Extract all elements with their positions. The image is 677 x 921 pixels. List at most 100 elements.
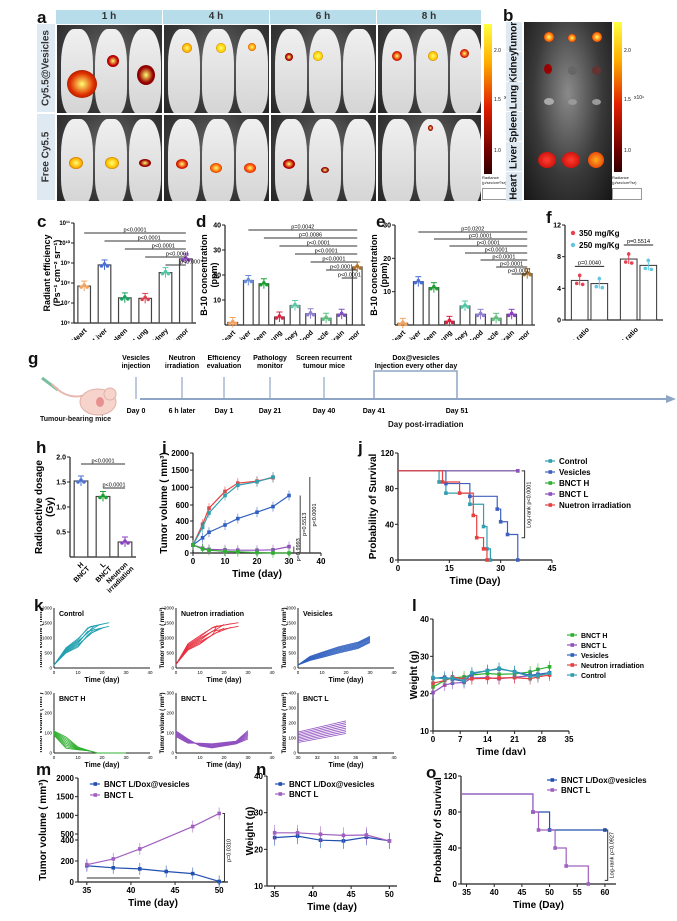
colorbar-b-tick: 1.5 xyxy=(624,97,631,103)
data-point xyxy=(462,678,466,683)
data-point xyxy=(271,551,275,555)
data-point xyxy=(223,549,227,554)
y-tick-label: 10 xyxy=(420,727,429,736)
mouse-body xyxy=(416,29,448,113)
p-value: p<0.0001 xyxy=(500,262,523,268)
data-point xyxy=(646,258,651,263)
tumor-signal xyxy=(544,32,554,42)
fluorescence-signal xyxy=(69,157,83,169)
p-value: p=0.0202 xyxy=(461,227,484,233)
y-tick-label: 40 xyxy=(254,772,263,781)
kidney-signal xyxy=(544,64,552,74)
timeline-event-label: Efficiency evaluation xyxy=(207,355,242,370)
data-point xyxy=(82,480,86,484)
y-tick-label: 30 xyxy=(213,248,221,255)
subpanel-title: Nuetron irradiation xyxy=(181,611,244,618)
y-tick-label: 0 xyxy=(293,666,296,671)
fluorescence-signal xyxy=(182,43,192,53)
data-point xyxy=(494,315,498,320)
data-point xyxy=(444,491,448,495)
fluorescence-signal xyxy=(321,167,329,173)
mouse-body xyxy=(309,119,341,201)
x-tick-label: 35 xyxy=(82,886,91,895)
y-tick-label: 12 xyxy=(553,223,561,230)
data-point xyxy=(217,879,221,884)
individual-curve xyxy=(175,730,249,745)
data-point xyxy=(126,297,130,301)
y-tick-label: 10 xyxy=(383,289,391,296)
y-tick-label: 80 xyxy=(448,808,457,817)
data-point xyxy=(207,511,211,515)
legend-marker xyxy=(93,793,98,797)
data-point xyxy=(460,305,464,309)
x-tick-label: Tumor xyxy=(512,329,532,340)
legend-label: BNCT L xyxy=(289,790,318,799)
x-tick-label: 35 xyxy=(462,888,471,897)
data-point xyxy=(509,311,514,316)
y-tick-label: 2000 xyxy=(42,606,53,611)
x-axis-label: Time (day) xyxy=(85,762,120,769)
x-tick-label: 0 xyxy=(175,670,178,675)
series-line xyxy=(398,470,519,560)
y-axis-label: Tumor volume ( mm³) xyxy=(281,608,288,669)
y-axis-label: Tumor volume ( mm³) xyxy=(159,452,170,553)
data-point xyxy=(450,676,455,680)
x-tick-label: 10 xyxy=(319,670,325,675)
p-value: p<0.0001 xyxy=(166,252,189,258)
x-tick-label: 40 xyxy=(391,755,397,760)
data-point xyxy=(76,480,80,484)
individual-curve xyxy=(175,623,232,665)
data-point xyxy=(553,846,557,850)
panel-label-n: n xyxy=(256,760,267,779)
legend-marker xyxy=(570,663,575,667)
data-point xyxy=(160,271,165,276)
data-point xyxy=(101,493,105,498)
data-point xyxy=(342,313,347,318)
data-point xyxy=(488,558,493,562)
y-axis-label: Tumor volume ( mm³) xyxy=(40,693,44,754)
data-point xyxy=(271,475,275,479)
legend-label: Nuetron irradiation xyxy=(559,501,631,510)
y-tick-label: 20 xyxy=(383,256,391,263)
x-tick-label: Liver xyxy=(236,329,253,340)
legend-label: Control xyxy=(581,673,606,680)
p-value: p=0.0086 xyxy=(299,233,322,239)
legend-marker xyxy=(570,653,575,657)
data-point xyxy=(111,866,116,870)
data-point xyxy=(497,676,501,680)
legend-marker xyxy=(570,633,575,637)
data-point xyxy=(468,502,472,507)
data-point xyxy=(498,519,503,524)
mouse-image xyxy=(56,114,163,202)
x-axis-label: Time (day) xyxy=(207,677,242,684)
x-axis-label: Time (Day) xyxy=(450,576,501,587)
timeline-day-label: Day 51 xyxy=(446,408,469,415)
data-point xyxy=(643,266,648,271)
x-tick-label: 50 xyxy=(385,890,394,899)
y-tick-label: 1000 xyxy=(42,636,53,641)
y-tick-label: 600 xyxy=(176,501,190,510)
y-tick-label: 10¹¹ xyxy=(59,220,70,227)
y-tick-label: 20 xyxy=(420,690,429,699)
timeline-event-label: Pathology monitor xyxy=(253,355,287,370)
y-tick-label: 2.0 xyxy=(56,455,66,462)
p-value: p=0.0042 xyxy=(291,225,314,231)
bar xyxy=(178,258,193,324)
data-point xyxy=(475,313,480,318)
fluorescence-signal xyxy=(313,51,323,61)
y-axis-label: Tumor volume ( mm³) xyxy=(40,608,44,669)
x-tick-label: 30 xyxy=(245,755,251,760)
organ-label-text: Spleen xyxy=(508,110,520,143)
x-tick-label: 0 xyxy=(396,564,401,573)
x-tick-label: 40 xyxy=(490,888,499,897)
data-point xyxy=(200,547,205,551)
x-tick-label: 40 xyxy=(126,886,135,895)
data-point xyxy=(227,321,232,326)
data-point xyxy=(187,258,191,262)
bar xyxy=(590,283,609,321)
series-line xyxy=(461,793,589,884)
individual-curve xyxy=(53,622,110,666)
mouse-body xyxy=(236,29,268,113)
individual-curve xyxy=(175,731,249,748)
x-tick-label: 36 xyxy=(353,755,359,760)
